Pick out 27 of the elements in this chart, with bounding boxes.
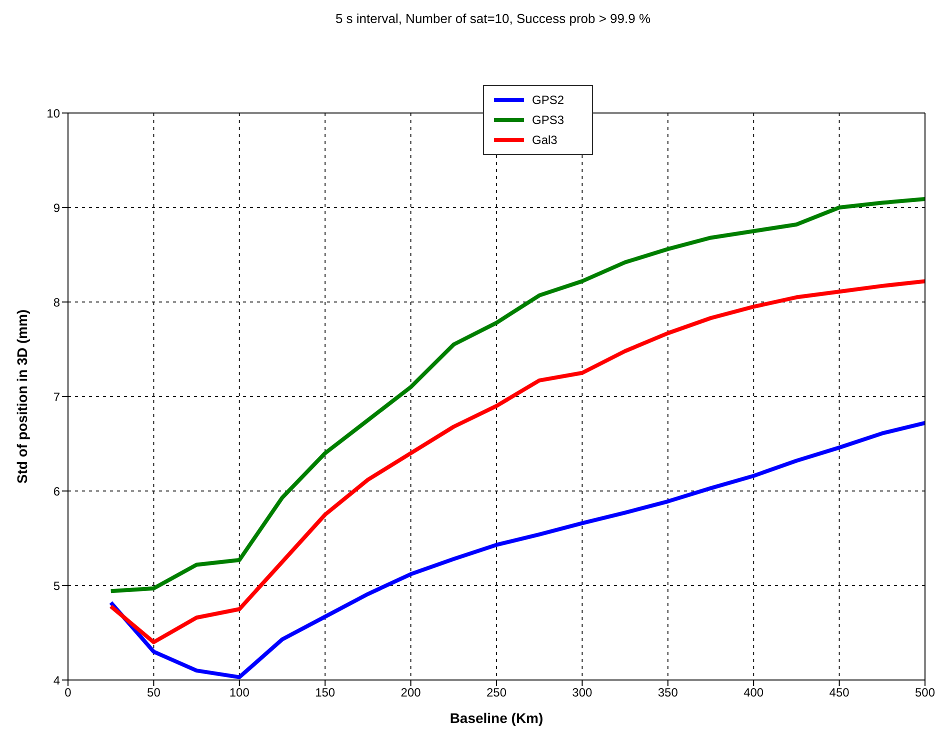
x-tick-label: 300 <box>572 686 593 700</box>
x-tick-label: 400 <box>744 686 764 700</box>
y-tick-label: 8 <box>53 295 60 310</box>
x-tick-label: 500 <box>914 686 936 700</box>
y-tick-label: 7 <box>53 390 60 404</box>
x-tick-label: 100 <box>229 686 250 700</box>
x-tick-label: 50 <box>147 686 161 700</box>
chart-title: 5 s interval, Number of sat=10, Success prob > 99.9 % <box>334 10 652 28</box>
line-series <box>108 420 925 680</box>
x-tick-label: 200 <box>400 686 422 700</box>
x-tick-label: 150 <box>315 686 336 700</box>
legend-label: GPS3 <box>532 113 564 127</box>
x-tick-label: 350 <box>658 686 678 700</box>
x-tick-label: 450 <box>829 686 850 700</box>
line-series <box>108 279 925 644</box>
y-tick-label: 6 <box>53 484 60 498</box>
y-tick-label: 10 <box>46 106 60 120</box>
x-tick-label: 250 <box>486 686 507 700</box>
x-tick-label: 0 <box>64 686 72 700</box>
legend-label: Gal3 <box>532 133 558 147</box>
y-tick-label: 5 <box>53 578 60 593</box>
line-series <box>108 196 925 594</box>
y-tick-label: 9 <box>53 200 60 215</box>
x-axis-title: Baseline (Km) <box>450 710 544 726</box>
y-tick-label: 4 <box>53 673 60 688</box>
y-axis-title: Std of position in 3D (mm) <box>14 309 30 484</box>
legend-label: GPS2 <box>532 93 564 107</box>
